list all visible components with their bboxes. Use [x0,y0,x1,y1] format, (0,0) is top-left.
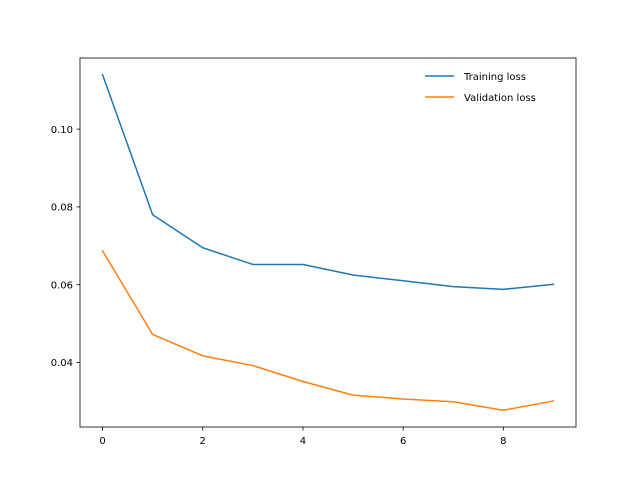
y-tick-label: 0.04 [51,358,73,369]
x-tick-label: 2 [200,436,206,447]
x-tick-label: 8 [500,436,506,447]
series-line-training-loss [101,73,555,291]
x-tick-label: 0 [99,436,105,447]
y-tick-label: 0.10 [51,125,73,136]
x-tick-label: 6 [400,436,406,447]
legend: Training loss Validation loss [425,72,536,104]
legend-label-training-loss: Training loss [463,72,526,83]
y-tick-label: 0.08 [51,203,73,214]
legend-label-validation-loss: Validation loss [464,93,536,104]
plot-area-frame [79,57,577,428]
y-axis-ticks: 0.04 0.06 0.08 0.10 [51,125,80,369]
y-tick-label: 0.06 [51,280,73,291]
series-layer [101,73,555,412]
x-tick-label: 4 [300,436,306,447]
x-axis-ticks: 0 2 4 6 8 [99,427,507,447]
series-line-validation-loss [101,249,555,412]
